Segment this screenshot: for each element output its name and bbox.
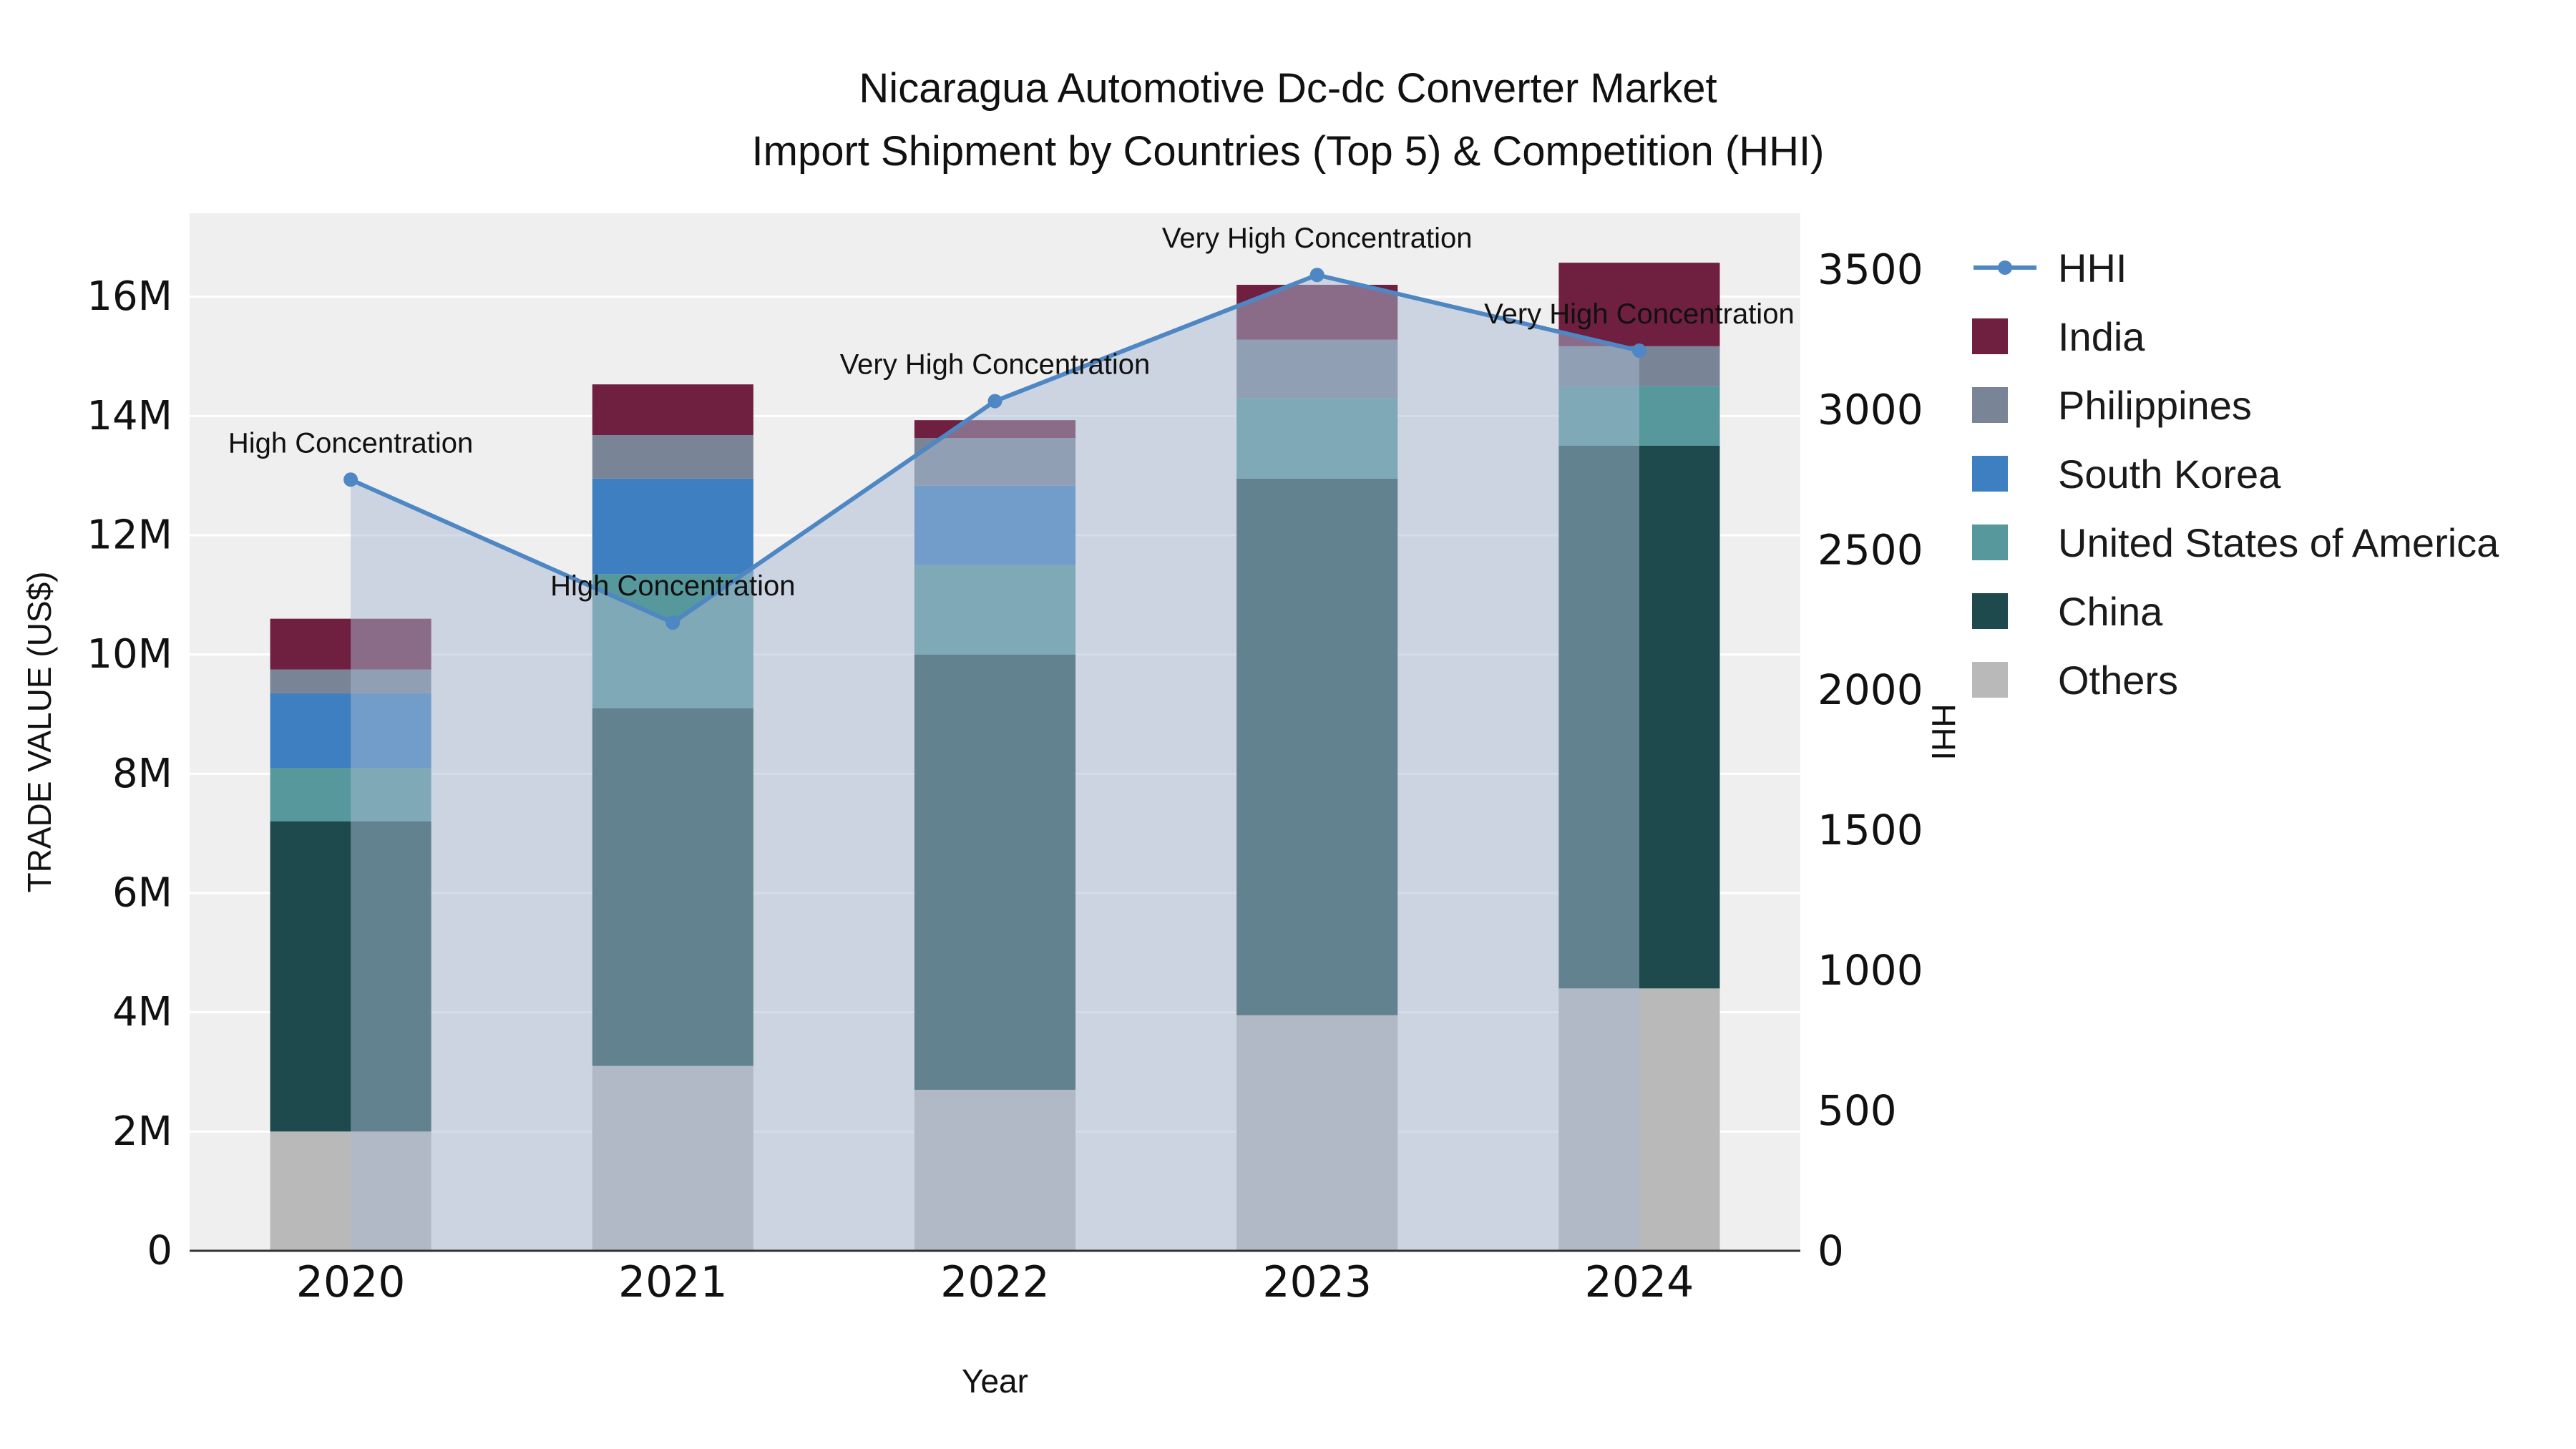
legend-swatch-square [1972,662,2008,698]
legend-swatch-square [1972,318,2008,354]
annotation-2021: High Concentration [550,570,795,602]
legend-line-swatch [1972,250,2038,285]
y-right-tick-label: 1000 [1818,946,1923,995]
legend-color-swatch [1972,593,2038,629]
annotation-2020: High Concentration [228,427,473,459]
legend-label: Philippines [2058,382,2252,428]
hhi-area [351,275,1639,1252]
legend-label: HHI [2058,245,2127,291]
legend-color-swatch [1972,318,2038,354]
legend: HHI India Philippines South Korea United Sta… [1972,233,2499,714]
x-tick-label-2024: 2024 [1585,1257,1694,1307]
annotation-2023: Very High Concentration [1162,223,1473,254]
hhi-marker-2023 [1309,268,1324,283]
y-left-tick-label: 10M [87,631,172,678]
y-left-tick-label: 12M [87,512,172,559]
y-right-tick-label: 3500 [1818,245,1923,293]
legend-swatch-square [1972,456,2008,492]
legend-swatch-square [1972,525,2008,560]
legend-item-hhi: HHI [1972,233,2499,302]
hhi-marker-2021 [665,615,680,630]
chart-title-line2: Import Shipment by Countries (Top 5) & C… [751,128,1825,175]
hhi-marker-2024 [1631,343,1646,358]
hhi-marker-2020 [343,472,358,487]
x-axis-title: Year [962,1362,1028,1400]
y-left-tick-label: 0 [147,1228,172,1274]
legend-item-others: Others [1972,645,2499,714]
legend-item-philippines: Philippines [1972,371,2499,439]
y-left-tick-label: 2M [112,1108,172,1155]
bar-segment-south-korea-2021 [592,478,753,575]
hhi-marker-2022 [987,394,1002,409]
x-tick-label-2021: 2021 [618,1257,728,1307]
y-left-tick-label: 4M [112,989,172,1035]
chart-title: Nicaragua Automotive Dc-dc Converter Mar… [0,57,2576,183]
legend-label: South Korea [2058,451,2281,497]
y-right-tick-label: 2500 [1818,525,1923,574]
legend-label: Others [2058,657,2179,703]
y-right-axis-title: HHI [1925,703,1962,760]
legend-color-swatch [1972,387,2038,423]
legend-item-china: China [1972,577,2499,645]
x-tick-label-2022: 2022 [940,1257,1050,1307]
legend-item-india: India [1972,302,2499,371]
y-right-tick-label: 2000 [1818,665,1923,714]
annotation-2022: Very High Concentration [840,349,1151,381]
x-tick-label-2020: 2020 [296,1257,406,1307]
legend-color-swatch [1972,456,2038,492]
legend-item-united-states-of-america: United States of America [1972,508,2499,577]
legend-label: China [2058,588,2163,634]
chart-title-line1: Nicaragua Automotive Dc-dc Converter Mar… [859,65,1717,112]
y-right-tick-label: 500 [1818,1086,1897,1135]
legend-label: India [2058,313,2145,359]
legend-color-swatch [1972,525,2038,560]
legend-item-south-korea: South Korea [1972,439,2499,508]
annotation-2024: Very High Concentration [1484,298,1795,330]
bar-segment-india-2024 [1558,263,1720,346]
y-left-tick-label: 14M [87,393,172,439]
bar-segment-philippines-2021 [592,435,753,479]
y-right-tick-label: 0 [1818,1226,1844,1275]
y-left-tick-label: 6M [112,870,172,917]
y-left-axis-title: TRADE VALUE (US$) [21,571,58,892]
bar-segment-india-2021 [592,384,753,435]
legend-swatch-square [1972,593,2008,629]
x-tick-label-2023: 2023 [1262,1257,1372,1307]
y-left-tick-label: 16M [87,273,172,320]
legend-swatch-square [1972,387,2008,423]
y-right-tick-label: 3000 [1818,385,1923,434]
legend-label: United States of America [2058,519,2499,565]
y-left-tick-label: 8M [112,751,172,797]
y-right-tick-label: 1500 [1818,806,1923,854]
legend-color-swatch [1972,662,2038,698]
